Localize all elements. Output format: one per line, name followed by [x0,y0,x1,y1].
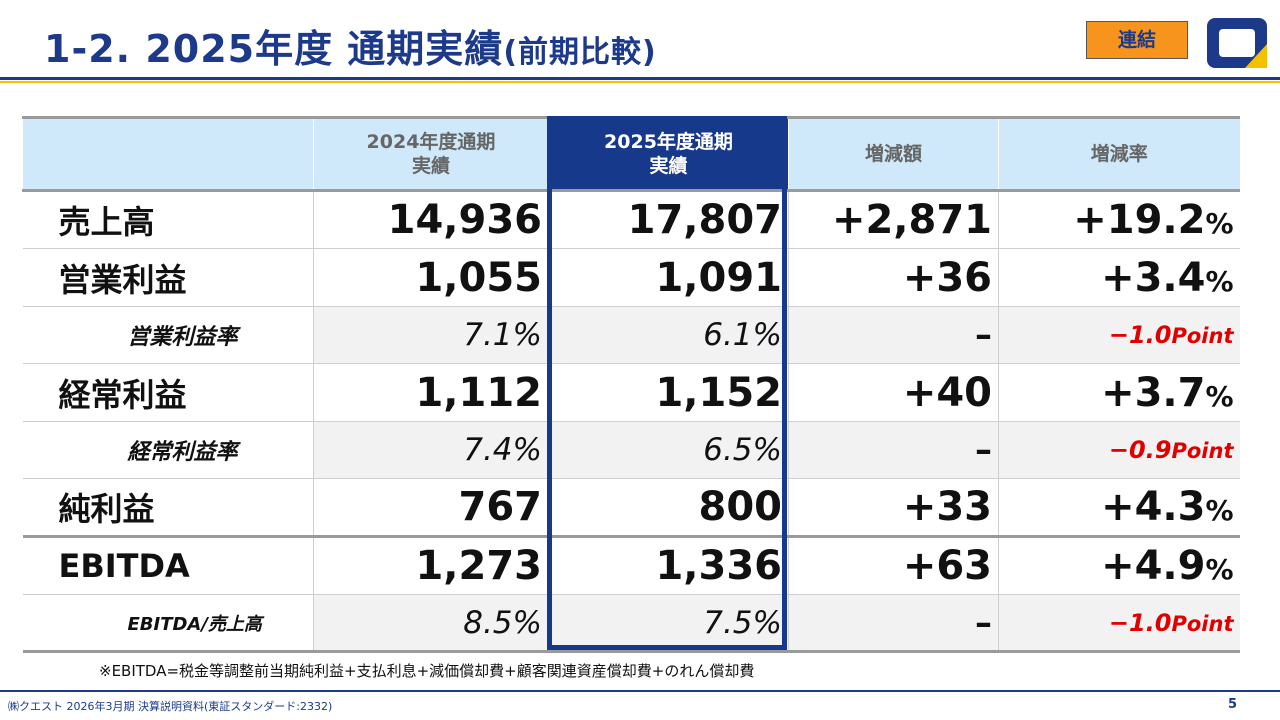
rate-unit: % [1205,264,1234,298]
curr-value: 17,807 [548,190,789,249]
prev-value: 7.1% [313,306,549,364]
header-prev-year-line2: 実績 [411,155,450,177]
rate-value: −0.9 [1108,436,1172,464]
diff-value: +40 [788,363,999,422]
table-row-sales: 売上高 14,936 17,807 +2,871 +19.2% [22,190,1240,249]
header-blank [22,116,314,192]
header-curr-year-line1: 2025年度通期 [604,131,733,153]
rate-cell: −1.0Point [998,594,1240,653]
header-curr-year-line2: 実績 [649,155,688,177]
rate-cell: +3.7% [998,363,1240,422]
header-rate: 増減率 [998,116,1240,192]
page-title: 1-2. 2025年度 通期実績(前期比較) [44,18,657,73]
diff-value: – [788,306,999,364]
rate-unit: % [1205,379,1234,413]
prev-value: 7.4% [313,421,549,479]
row-label: 経常利益 [22,363,314,422]
page-title-paren: (前期比較) [503,35,657,70]
row-label: EBITDA/売上高 [127,613,262,635]
curr-value: 800 [548,478,789,537]
curr-value: 1,091 [548,248,789,307]
rate-unit: % [1205,207,1234,240]
curr-value: 7.5% [548,594,789,653]
rate-value: +3.4 [1101,254,1206,301]
row-label-cell: 営業利益率 [22,306,314,364]
row-label: 営業利益 [22,248,314,307]
diff-value: +36 [788,248,999,307]
rate-unit: Point [1171,439,1234,463]
header-divider-accent [0,81,1280,83]
rate-value: −1.0 [1108,608,1172,637]
table-row-net-profit: 純利益 767 800 +33 +4.3% [22,478,1240,537]
rate-value: +4.9 [1101,543,1206,589]
row-label: 売上高 [22,190,314,249]
row-label: 営業利益率 [127,325,238,350]
rate-value: +19.2 [1073,197,1206,243]
rate-unit: Point [1171,324,1234,348]
prev-value: 767 [313,478,549,537]
prev-value: 14,936 [313,190,549,249]
table-row-ebitda-margin: EBITDA/売上高 8.5% 7.5% – −1.0Point [22,594,1240,653]
prev-value: 8.5% [313,594,549,653]
rate-cell: +4.3% [998,478,1240,537]
table-row-ebitda: EBITDA 1,273 1,336 +63 +4.9% [22,535,1240,595]
row-label: 純利益 [22,478,314,537]
rate-unit: % [1205,553,1234,586]
rate-cell: +19.2% [998,190,1240,249]
row-label: EBITDA [22,535,314,595]
ebitda-note: ※EBITDA=税金等調整前当期純利益+支払利息+減価償却費+顧客関連資産償却費… [99,662,755,680]
rate-cell: −1.0Point [998,306,1240,364]
rate-value: +4.3 [1101,484,1206,530]
rate-cell: +4.9% [998,535,1240,595]
table-row-operating-margin: 営業利益率 7.1% 6.1% – −1.0Point [22,306,1240,364]
header-prev-year: 2024年度通期 実績 [313,116,549,192]
curr-value: 6.1% [548,306,789,364]
header-curr-year: 2025年度通期 実績 [548,116,789,192]
company-logo-icon [1207,18,1267,68]
rate-unit: % [1205,494,1234,527]
page-title-main: 1-2. 2025年度 通期実績 [44,27,504,71]
footer-text: ㈱クエスト 2026年3月期 決算説明資料(東証スタンダード:2332) [8,700,333,713]
row-label: 経常利益率 [127,440,238,465]
curr-value: 1,336 [548,535,789,595]
table-row-ordinary-profit: 経常利益 1,112 1,152 +40 +3.7% [22,363,1240,422]
prev-value: 1,273 [313,535,549,595]
curr-value: 1,152 [548,363,789,422]
header-divider [0,77,1280,80]
diff-value: – [788,421,999,479]
rate-unit: Point [1171,611,1234,636]
footer-divider [0,690,1280,692]
page-number: 5 [1228,697,1238,712]
table-row-operating-profit: 営業利益 1,055 1,091 +36 +3.4% [22,248,1240,307]
prev-value: 1,055 [313,248,549,307]
rate-cell: −0.9Point [998,421,1240,479]
diff-value: +2,871 [788,190,999,249]
header-diff: 増減額 [788,116,999,192]
rate-value: −1.0 [1108,321,1172,349]
prev-value: 1,112 [313,363,549,422]
results-table: 2024年度通期 実績 2025年度通期 実績 増減額 増減率 売上高 14,936… [22,116,1240,653]
rate-value: +3.7 [1101,369,1206,416]
table-header-row: 2024年度通期 実績 2025年度通期 実績 増減額 増減率 [22,116,1240,192]
diff-value: +63 [788,535,999,595]
row-label-cell: 経常利益率 [22,421,314,479]
header-prev-year-line1: 2024年度通期 [366,131,496,153]
row-label-cell: EBITDA/売上高 [22,594,314,653]
rate-cell: +3.4% [998,248,1240,307]
consolidated-badge: 連結 [1086,21,1188,59]
table-row-ordinary-margin: 経常利益率 7.4% 6.5% – −0.9Point [22,421,1240,479]
diff-value: – [788,594,999,653]
diff-value: +33 [788,478,999,537]
curr-value: 6.5% [548,421,789,479]
